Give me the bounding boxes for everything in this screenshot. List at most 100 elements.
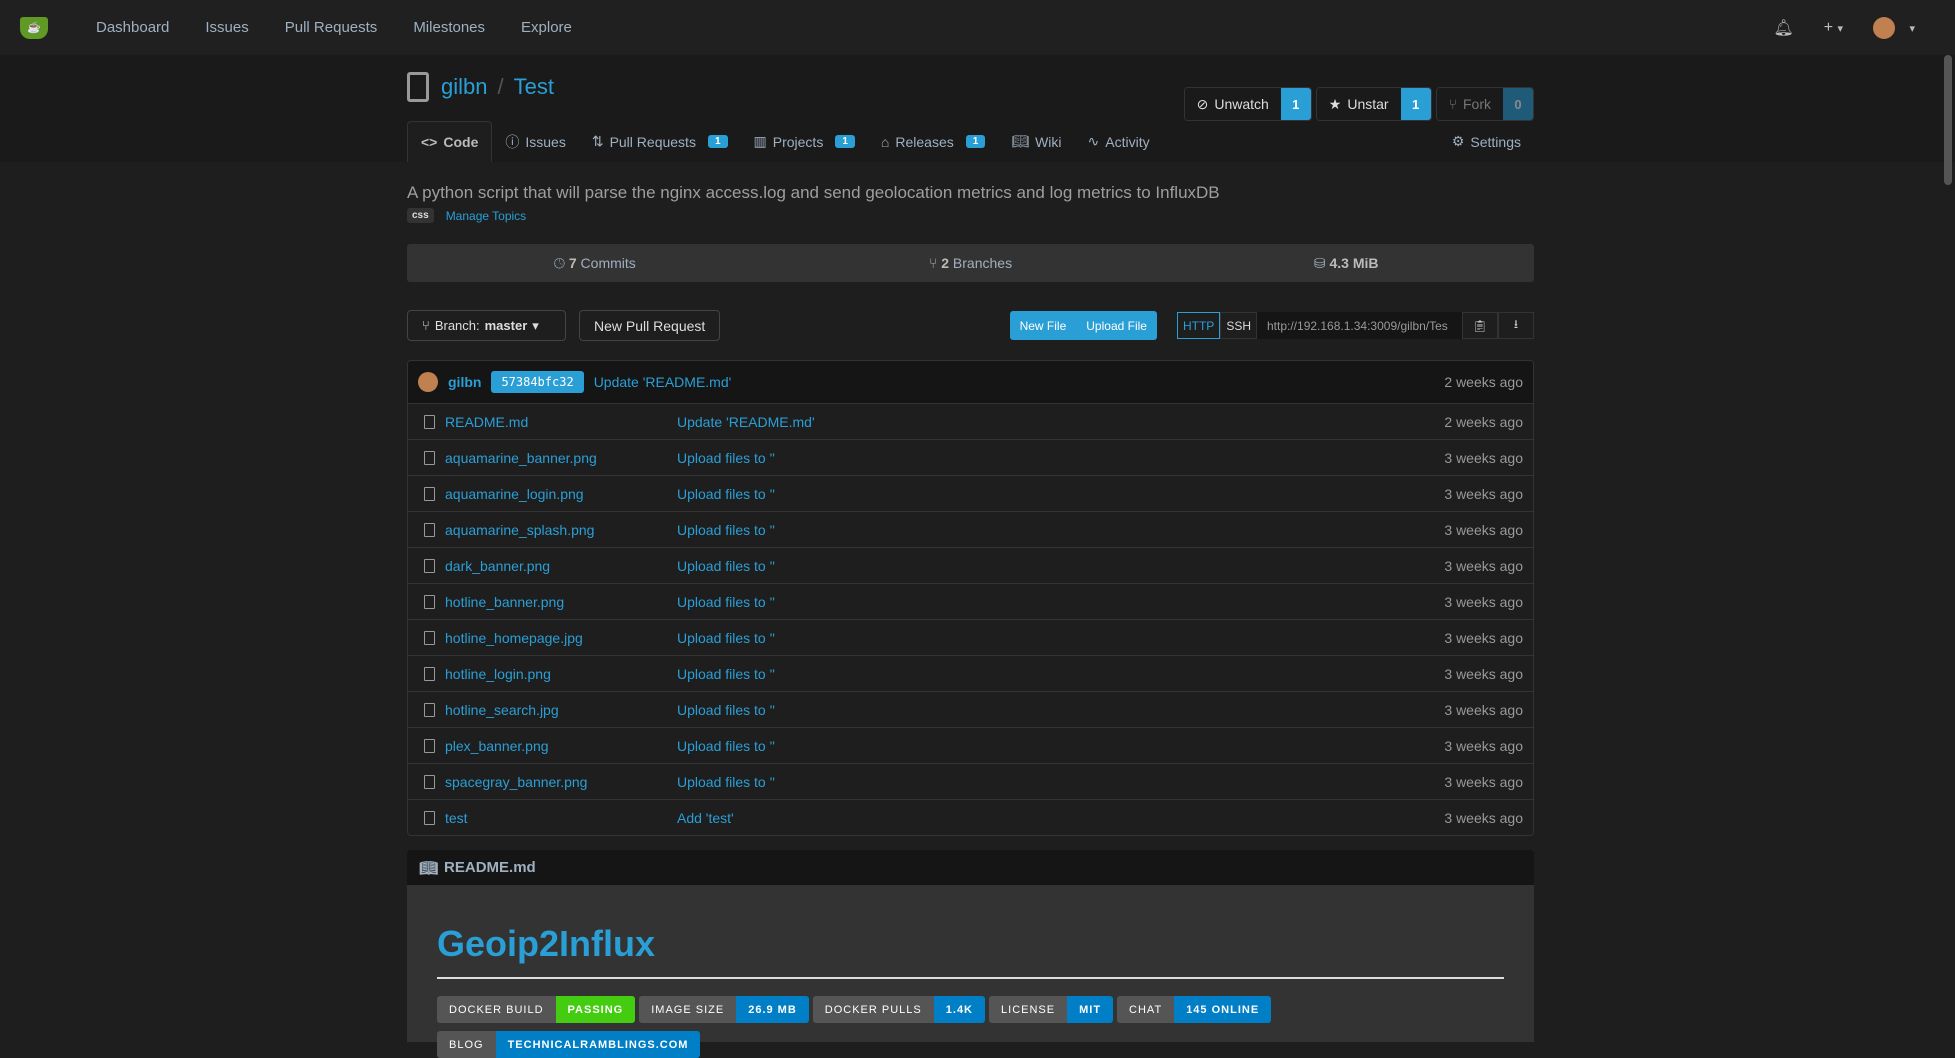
repo-name-link[interactable]: Test (513, 74, 554, 99)
nav-milestones[interactable]: Milestones (413, 19, 486, 36)
file-name-link[interactable]: spacegray_banner.png (445, 773, 588, 790)
file-commit-message[interactable]: Upload files to '' (677, 773, 775, 790)
nav-explore[interactable]: Explore (521, 19, 572, 36)
file-row: aquamarine_splash.png Upload files to '' 3… (408, 511, 1533, 547)
unwatch-button[interactable]: ⊘ Unwatch 1 (1183, 87, 1312, 121)
file-icon (424, 666, 435, 681)
history-icon: 🕓︎ (553, 254, 565, 271)
file-age: 3 weeks ago (1444, 701, 1523, 718)
shield-badge[interactable]: IMAGE SIZE 26.9 MB (639, 996, 809, 1023)
nav-pull-requests[interactable]: Pull Requests (284, 19, 378, 36)
fork-button[interactable]: ⑂ Fork 0 (1435, 87, 1534, 121)
file-commit-message[interactable]: Upload files to '' (677, 521, 775, 538)
branches-link[interactable]: ⑂ 2 Branches (783, 255, 1159, 271)
manage-topics-link[interactable]: Manage Topics (445, 208, 527, 223)
file-commit-message[interactable]: Upload files to '' (677, 737, 775, 754)
releases-count-badge: 1 (965, 135, 986, 148)
unstar-button[interactable]: ★ Unstar 1 (1315, 87, 1432, 121)
file-name-link[interactable]: plex_banner.png (445, 737, 549, 754)
scrollbar[interactable] (1944, 55, 1952, 185)
tab-label: Projects (772, 133, 824, 150)
user-menu[interactable]: ▾ (1873, 16, 1915, 39)
commit-sha[interactable]: 57384bfc32 (491, 371, 584, 393)
ssh-button[interactable]: SSH (1220, 312, 1257, 339)
shield-badge[interactable]: DOCKER BUILD PASSING (437, 996, 636, 1023)
http-button[interactable]: HTTP (1176, 312, 1221, 339)
nav-dashboard[interactable]: Dashboard (96, 19, 170, 36)
caret-down-icon: ▾ (1909, 22, 1915, 35)
star-count[interactable]: 1 (1400, 88, 1431, 120)
file-name-link[interactable]: aquamarine_login.png (445, 485, 584, 502)
pr-count-badge: 1 (707, 135, 728, 148)
file-age: 3 weeks ago (1444, 665, 1523, 682)
commits-link[interactable]: 🕓︎ 7 Commits (407, 255, 783, 272)
file-name-link[interactable]: aquamarine_splash.png (445, 521, 595, 538)
file-commit-message[interactable]: Upload files to '' (677, 593, 775, 610)
new-file-button[interactable]: New File (1019, 318, 1067, 333)
file-commit-message[interactable]: Upload files to '' (677, 485, 775, 502)
readme-content: Geoip2Influx DOCKER BUILD PASSING IMAGE SI… (407, 885, 1534, 1058)
commit-message[interactable]: Update 'README.md' (593, 374, 732, 390)
shield-badge[interactable]: BLOG TECHNICALRAMBLINGS.COM (437, 1031, 701, 1058)
shield-badge[interactable]: DOCKER PULLS 1.4K (812, 996, 986, 1023)
clipboard-icon[interactable]: 📋︎ (1462, 312, 1498, 339)
file-name-link[interactable]: hotline_banner.png (445, 593, 565, 610)
separator: / (497, 74, 504, 99)
download-icon[interactable]: ⭳ (1498, 312, 1534, 339)
file-commit-message[interactable]: Upload files to '' (677, 665, 775, 682)
upload-file-button[interactable]: Upload File (1086, 318, 1147, 333)
file-name-link[interactable]: aquamarine_banner.png (445, 449, 597, 466)
tab-settings[interactable]: ⚙ Settings (1439, 121, 1534, 162)
topic-tag[interactable]: css (407, 208, 434, 223)
branch-dropdown[interactable]: ⑂ Branch: master ▾ (407, 310, 566, 341)
file-commit-message[interactable]: Upload files to '' (677, 629, 775, 646)
repo-owner-link[interactable]: gilbn (441, 74, 488, 99)
fork-count[interactable]: 0 (1503, 88, 1533, 120)
clone-url-input[interactable]: http://192.168.1.34:3009/gilbn/Tes (1257, 312, 1462, 339)
file-name-link[interactable]: hotline_login.png (445, 665, 551, 682)
file-commit-message[interactable]: Upload files to '' (677, 557, 775, 574)
gitea-logo-icon[interactable]: ☕ (20, 16, 48, 39)
shield-badge[interactable]: LICENSE MIT (989, 996, 1114, 1023)
badge-key: DOCKER BUILD (437, 996, 556, 1023)
repo-icon (407, 72, 429, 102)
badge-value: TECHNICALRAMBLINGS.COM (495, 1031, 701, 1058)
file-name-link[interactable]: README.md (445, 413, 529, 430)
tab-code[interactable]: <> Code (407, 121, 493, 162)
file-name-link[interactable]: test (445, 809, 468, 826)
file-commit-message[interactable]: Update 'README.md' (677, 413, 815, 430)
file-name-link[interactable]: hotline_homepage.jpg (445, 629, 583, 646)
topics: css Manage Topics (407, 208, 1534, 223)
watch-count[interactable]: 1 (1280, 88, 1311, 120)
bell-icon[interactable]: 🔔︎ (1773, 19, 1794, 37)
nav-issues[interactable]: Issues (205, 19, 249, 36)
file-name-link[interactable]: hotline_search.jpg (445, 701, 559, 718)
tab-wiki[interactable]: 📖︎ Wiki (998, 121, 1074, 162)
eye-slash-icon: ⊘ (1196, 95, 1209, 112)
file-row: README.md Update 'README.md' 2 weeks ago (408, 403, 1533, 439)
tab-activity[interactable]: ∿ Activity (1075, 121, 1163, 162)
file-commit-message[interactable]: Add 'test' (677, 809, 734, 826)
file-icon (424, 702, 435, 717)
file-commit-message[interactable]: Upload files to '' (677, 701, 775, 718)
tab-issues[interactable]: ⓘ Issues (492, 121, 578, 162)
readme-filename: README.md (444, 859, 536, 876)
create-menu[interactable]: + ▾ (1824, 19, 1843, 37)
file-table: gilbn 57384bfc32 Update 'README.md' 2 we… (407, 360, 1534, 836)
caret-down-icon: ▾ (532, 317, 539, 333)
file-commit-message[interactable]: Upload files to '' (677, 449, 775, 466)
tab-projects[interactable]: ▥ Projects 1 (741, 121, 868, 162)
shield-badge[interactable]: CHAT 145 ONLINE (1117, 996, 1272, 1023)
caret-down-icon: ▾ (1837, 22, 1844, 35)
commit-author[interactable]: gilbn (448, 374, 482, 390)
new-pull-request-button[interactable]: New Pull Request (579, 310, 721, 341)
file-age: 3 weeks ago (1444, 449, 1523, 466)
file-name-link[interactable]: dark_banner.png (445, 557, 551, 574)
file-age: 3 weeks ago (1444, 521, 1523, 538)
tab-pull-requests[interactable]: ⇅ Pull Requests 1 (579, 121, 741, 162)
fork-label: Fork (1463, 96, 1491, 112)
commits-label: Commits (580, 254, 636, 271)
tab-releases[interactable]: ⌂ Releases 1 (868, 121, 998, 162)
top-navbar: ☕ Dashboard Issues Pull Requests Milesto… (0, 0, 1955, 55)
badge-value: MIT (1067, 996, 1114, 1023)
